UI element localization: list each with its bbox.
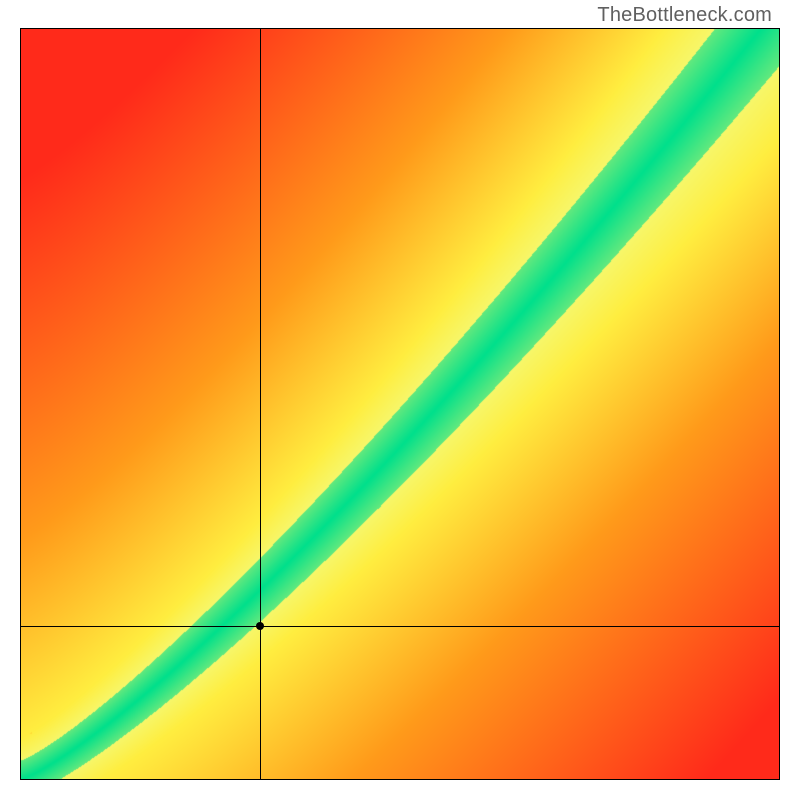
plot-frame	[20, 28, 780, 780]
chart-container: TheBottleneck.com	[0, 0, 800, 800]
crosshair-point	[256, 622, 264, 630]
crosshair-horizontal	[20, 626, 780, 627]
watermark-text: TheBottleneck.com	[597, 4, 772, 27]
crosshair-vertical	[260, 28, 261, 780]
